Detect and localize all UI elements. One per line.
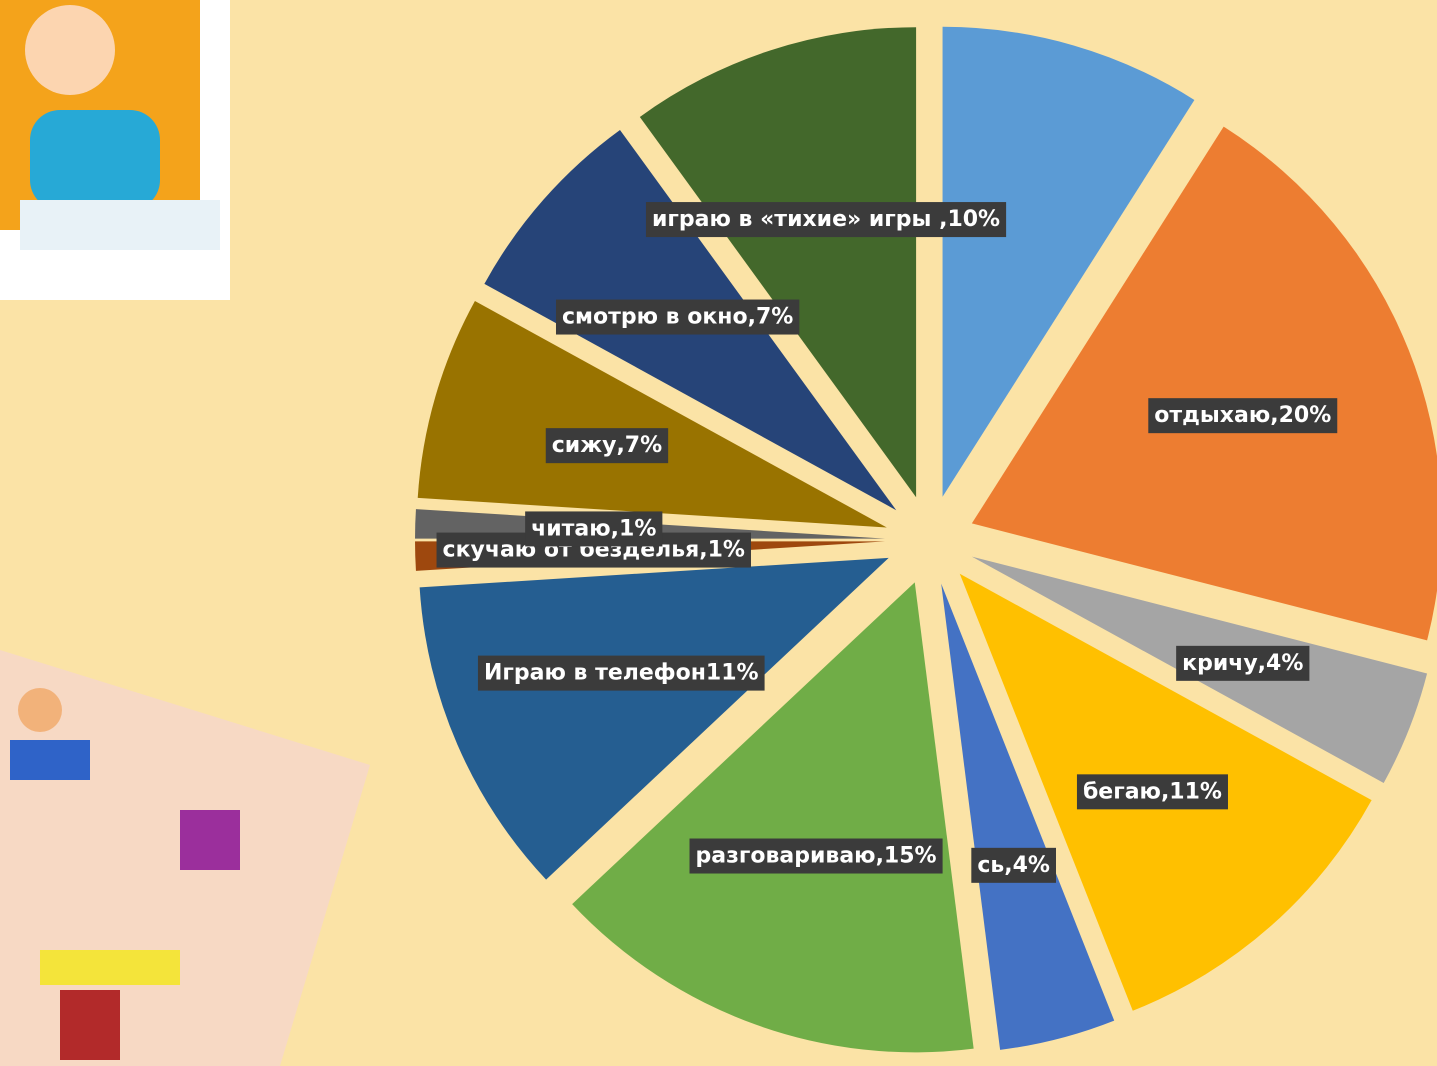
data-label-text: сь,4% — [977, 853, 1050, 878]
chart: отдыхаю,20% кричу,4% бегаю,11% сь,4% разгова… — [0, 0, 1437, 1066]
data-label-text: кричу,4% — [1182, 651, 1303, 676]
data-label-text: бегаю,11% — [1083, 779, 1222, 804]
data-label: кричу,4% — [1176, 646, 1309, 681]
data-label-text: Играю в телефон11% — [484, 661, 759, 686]
data-label-text: отдыхаю,20% — [1154, 403, 1331, 428]
data-label-text: разговариваю,15% — [696, 844, 937, 869]
data-label: читаю,1% — [525, 511, 662, 546]
data-label: разговариваю,15% — [690, 839, 943, 874]
data-label: отдыхаю,20% — [1148, 398, 1337, 433]
data-label-text: сижу,7% — [552, 433, 662, 458]
illustration-boy-reading — [0, 0, 230, 300]
data-label: сь,4% — [971, 848, 1056, 883]
data-label: сижу,7% — [546, 428, 668, 463]
data-label-text: играю в «тихие» игры ,10% — [652, 207, 1000, 232]
data-label: смотрю в окно,7% — [556, 300, 799, 335]
data-label-text: читаю,1% — [531, 516, 656, 541]
data-label: Играю в телефон11% — [478, 656, 765, 691]
data-label: играю в «тихие» игры ,10% — [646, 202, 1006, 237]
data-label-text: смотрю в окно,7% — [562, 305, 793, 330]
data-label: бегаю,11% — [1077, 774, 1228, 809]
